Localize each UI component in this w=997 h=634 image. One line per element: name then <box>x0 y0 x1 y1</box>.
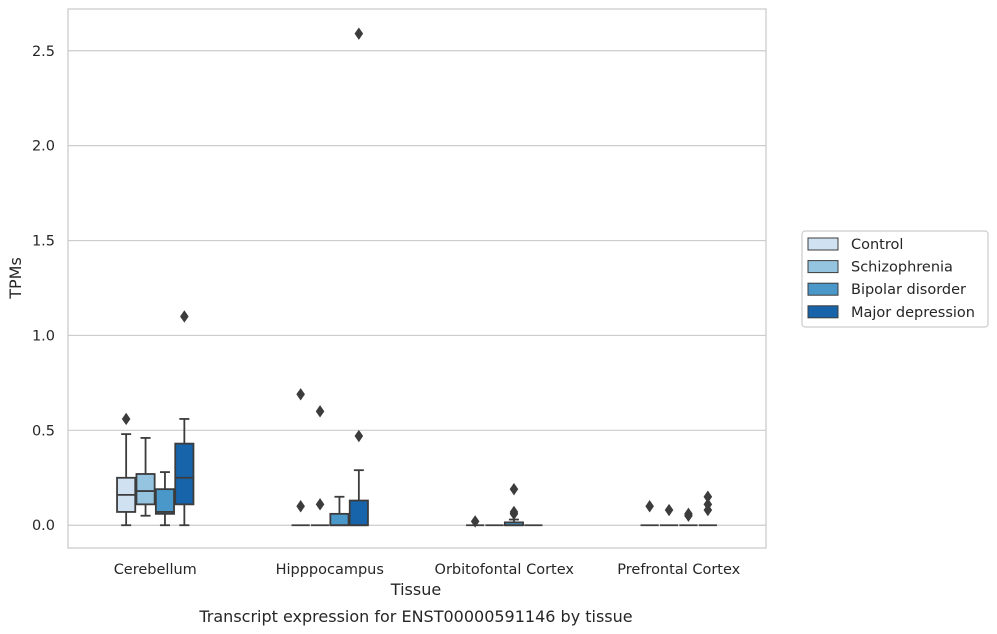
legend-label: Control <box>851 237 903 253</box>
outlier-point <box>645 500 654 513</box>
legend-label: Bipolar disorder <box>851 282 966 298</box>
box <box>329 495 350 527</box>
outlier-point <box>315 498 325 511</box>
x-axis-label: Tissue <box>390 580 441 599</box>
outlier-point <box>684 507 693 521</box>
y-tick-label: 1.0 <box>32 328 55 344</box>
series-bipolar-disorder <box>154 471 698 527</box>
outlier-point <box>180 310 189 323</box>
y-tick-label: 2.0 <box>32 139 55 155</box>
box <box>310 405 330 527</box>
plot-frame <box>67 8 767 549</box>
outlier-point <box>509 482 519 496</box>
box <box>135 437 156 517</box>
series-schizophrenia <box>135 405 679 527</box>
y-tick-labels: 0.0 0.5 1.0 1.5 2.0 2.5 <box>32 44 55 534</box>
outlier-point <box>703 498 713 511</box>
box <box>659 503 679 527</box>
box <box>116 412 137 527</box>
legend-item: Control <box>807 237 903 253</box>
legend-item: Bipolar disorder <box>807 282 966 298</box>
legend-frame <box>801 230 989 328</box>
legend: Control Schizophrenia Bipolar disorder Majo… <box>801 230 989 328</box>
box-iqr <box>329 512 350 527</box>
legend-swatch <box>807 305 839 319</box>
box-iqr <box>154 488 175 515</box>
y-tick-label: 0.5 <box>32 423 55 439</box>
series-major-depression <box>174 27 717 527</box>
outlier-point <box>315 405 325 418</box>
box <box>679 507 698 527</box>
outlier-point <box>703 490 713 503</box>
legend-swatch <box>807 282 839 296</box>
box-iqr <box>348 499 369 527</box>
box-iqr <box>135 473 156 506</box>
legend-item: Schizophrenia <box>807 260 953 276</box>
legend-label: Major depression <box>851 305 975 321</box>
x-tick-labels: Cerebellum Hipppocampus Orbitofontal Corte… <box>114 562 741 578</box>
box-series <box>116 27 717 528</box>
outlier-point <box>664 503 674 517</box>
box <box>503 482 524 527</box>
legend-label: Schizophrenia <box>851 260 953 276</box>
box <box>466 515 485 528</box>
x-tick-label: Prefrontal Cortex <box>617 562 740 578</box>
box <box>174 310 195 527</box>
y-axis-label: TPMs <box>6 257 25 300</box>
outlier-point <box>121 412 131 426</box>
box <box>698 490 717 527</box>
box <box>154 471 175 527</box>
x-tick-label: Cerebellum <box>114 562 197 578</box>
outlier-point <box>509 505 519 519</box>
y-tick-label: 1.5 <box>32 234 55 250</box>
chart-caption: Transcript expression for ENST0000059114… <box>198 607 632 626</box>
x-tick-label: Orbitofontal Cortex <box>435 562 575 578</box>
outlier-point <box>354 429 364 443</box>
legend-swatch <box>807 237 839 251</box>
outlier-point <box>470 515 480 528</box>
legend-item: Major depression <box>807 305 975 321</box>
outlier-point <box>354 27 364 40</box>
box-iqr <box>174 442 195 506</box>
box <box>348 27 369 527</box>
box <box>291 388 310 527</box>
y-tick-label: 0.0 <box>32 518 55 534</box>
outlier-point <box>296 500 305 513</box>
y-tick-label: 2.5 <box>32 44 55 60</box>
series-control <box>116 388 659 528</box>
box <box>640 500 659 527</box>
outlier-point <box>296 388 305 401</box>
legend-swatch <box>807 260 839 274</box>
x-tick-label: Hipppocampus <box>276 562 384 578</box>
